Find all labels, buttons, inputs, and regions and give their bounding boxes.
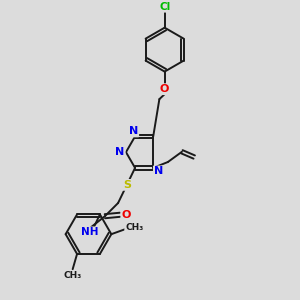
- Text: N: N: [116, 147, 125, 157]
- Text: O: O: [160, 84, 169, 94]
- Text: S: S: [123, 180, 131, 190]
- Text: O: O: [121, 210, 131, 220]
- Text: NH: NH: [81, 227, 98, 237]
- Text: CH₃: CH₃: [125, 223, 143, 232]
- Text: N: N: [154, 167, 163, 176]
- Text: N: N: [129, 126, 138, 136]
- Text: Cl: Cl: [159, 2, 170, 12]
- Text: CH₃: CH₃: [64, 271, 82, 280]
